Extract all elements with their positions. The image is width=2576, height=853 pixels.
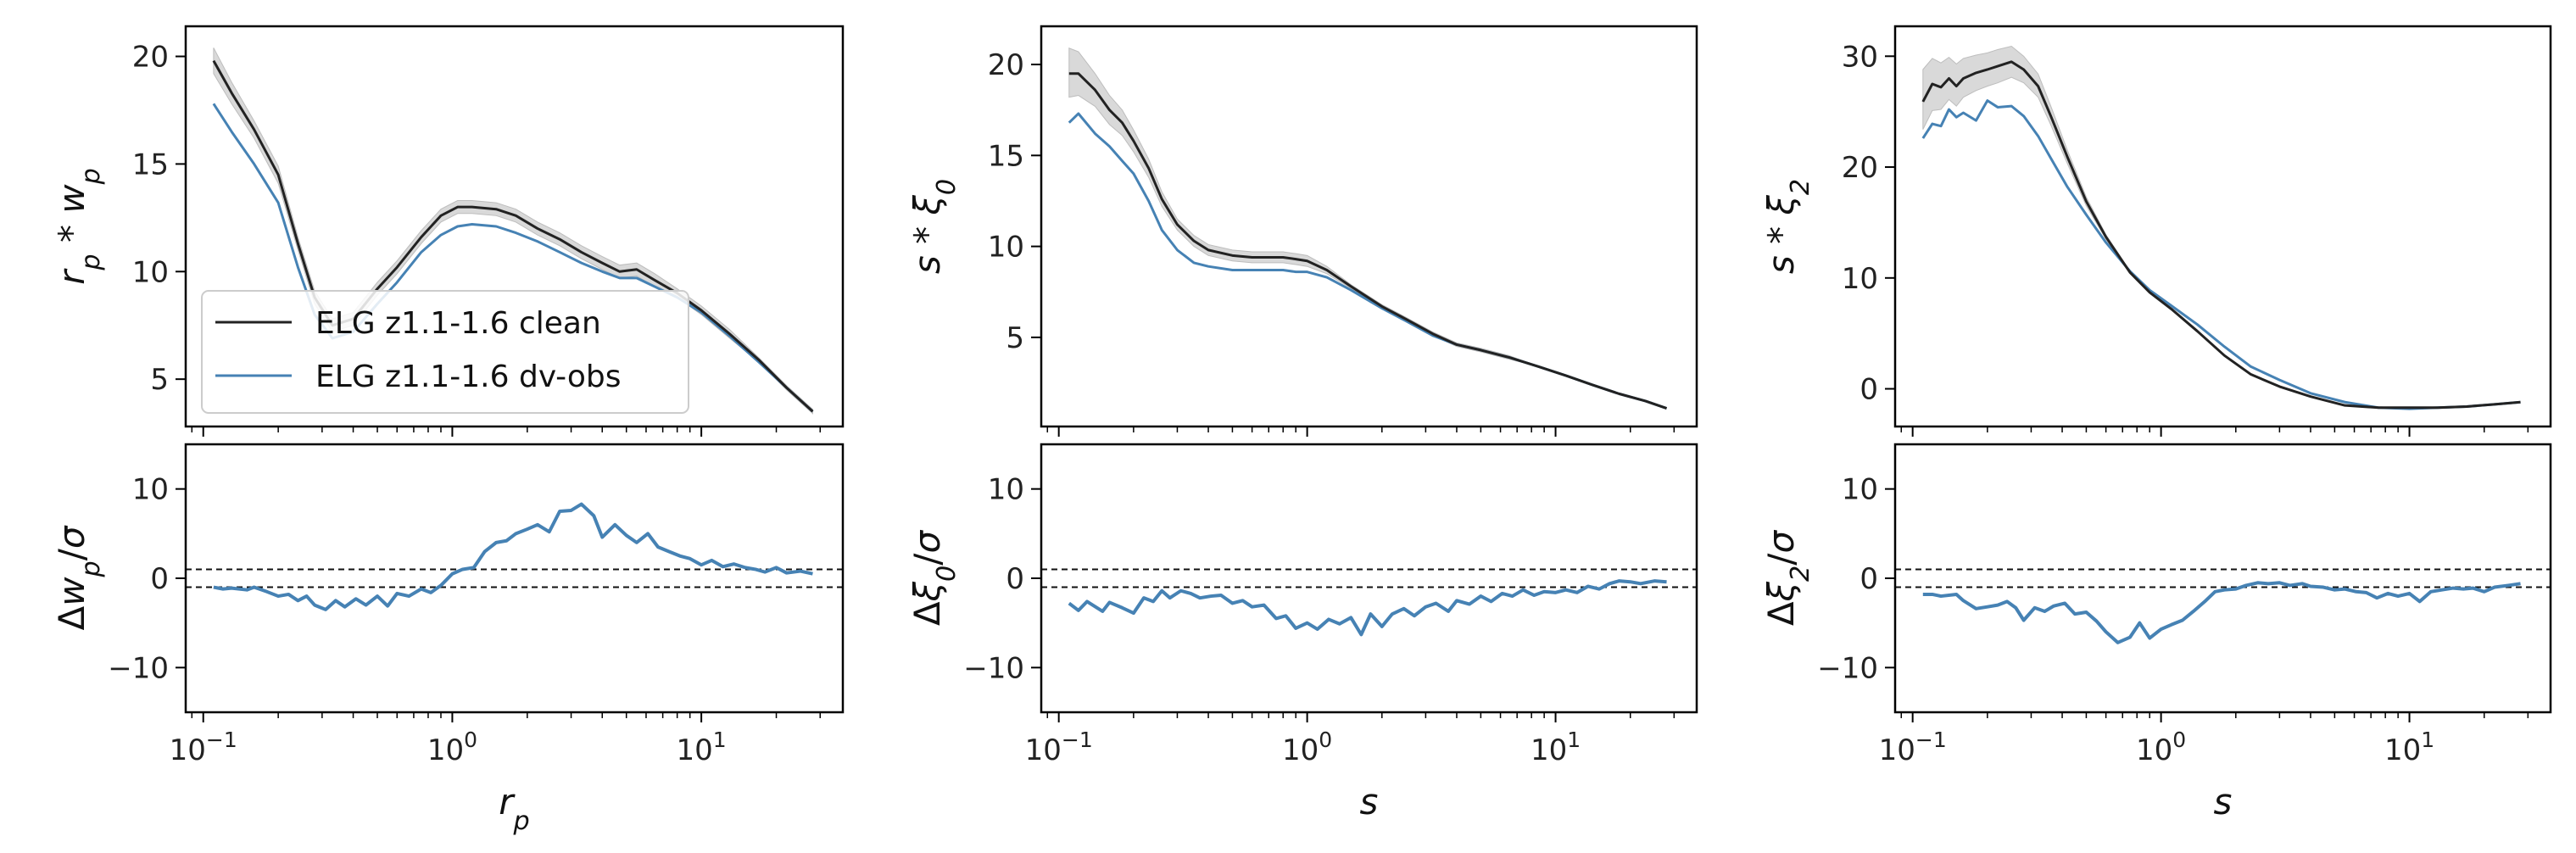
x-axis-label: rp xyxy=(499,781,529,836)
series-line xyxy=(1068,579,1667,637)
error-band xyxy=(1068,47,1667,410)
y-tick-label: 10 xyxy=(132,255,169,289)
axes-frame xyxy=(1040,25,1698,428)
x-tick-label: 10−1 xyxy=(170,728,237,767)
plot-area xyxy=(1041,568,1697,637)
panel-bottom-middle: −10 0 10 10−1 100 101 Δξ0/σ s xyxy=(906,443,1698,822)
y-tick-label: −10 xyxy=(1817,651,1878,685)
y-tick-label: 15 xyxy=(988,139,1024,173)
y-tick-label: 20 xyxy=(1842,151,1878,185)
y-tick-label: 10 xyxy=(1842,262,1878,296)
y-tick-label: 0 xyxy=(1860,373,1878,407)
panel-top-middle: 5 10 15 20 s * ξ0 xyxy=(906,25,1698,437)
y-axis-label: rp * wp xyxy=(51,168,106,285)
y-axis-label: Δξ0/σ xyxy=(906,530,962,627)
series-line xyxy=(213,502,813,611)
legend-entry: ELG z1.1-1.6 clean xyxy=(315,306,601,341)
y-axis-label: s * ξ2 xyxy=(1760,179,1815,274)
x-tick-label: 100 xyxy=(2136,728,2186,767)
x-axis-label: s xyxy=(1360,781,1379,822)
plot-area xyxy=(186,502,843,611)
legend-entry: ELG z1.1-1.6 dv-obs xyxy=(315,360,621,394)
y-tick-label: 5 xyxy=(150,363,169,397)
axes-frame xyxy=(184,443,845,714)
plot-area xyxy=(1068,47,1668,410)
y-tick-label: 30 xyxy=(1842,40,1878,74)
panel-top-right: 0 10 20 30 s * ξ2 xyxy=(1760,25,2552,437)
y-tick-label: 5 xyxy=(1006,321,1024,355)
y-axis-label: Δwp/σ xyxy=(51,525,106,630)
panel-bottom-left: −10 0 10 10−1 100 101 Δwp/σ rp xyxy=(51,443,845,836)
y-tick-label: 0 xyxy=(1006,562,1024,596)
y-tick-label: 20 xyxy=(988,48,1024,82)
legend-box xyxy=(201,290,689,414)
axes-frame xyxy=(1040,443,1698,714)
y-tick-label: −10 xyxy=(963,651,1024,685)
axes-frame xyxy=(1893,25,2552,428)
series-line xyxy=(1922,581,2521,644)
series-line xyxy=(1921,99,2521,410)
x-tick-label: 100 xyxy=(427,728,477,767)
y-axis-label: Δξ2/σ xyxy=(1760,530,1815,627)
x-tick-label: 101 xyxy=(677,728,727,767)
x-axis-label: s xyxy=(2214,781,2233,822)
y-tick-label: 10 xyxy=(988,473,1024,507)
y-tick-label: −10 xyxy=(108,651,169,685)
plot-area xyxy=(1895,568,2551,644)
series-line xyxy=(1068,72,1668,410)
axes-frame xyxy=(184,25,845,428)
x-tick-label: 10−1 xyxy=(1025,728,1093,767)
series-line xyxy=(1068,112,1668,410)
x-tick-label: 10−1 xyxy=(1879,728,1947,767)
y-tick-label: 10 xyxy=(988,231,1024,265)
error-band xyxy=(213,47,813,415)
y-tick-label: 0 xyxy=(150,562,169,596)
x-tick-label: 100 xyxy=(1282,728,1332,767)
x-tick-label: 101 xyxy=(2384,728,2434,767)
x-tick-label: 101 xyxy=(1531,728,1581,767)
plot-area xyxy=(1921,45,2521,410)
axes-frame xyxy=(1893,443,2552,714)
panel-bottom-right: −10 0 10 10−1 100 101 Δξ2/σ s xyxy=(1760,443,2552,822)
y-tick-label: 10 xyxy=(132,473,169,507)
y-tick-label: 15 xyxy=(132,148,169,181)
y-axis-label: s * ξ0 xyxy=(906,179,962,274)
y-tick-label: 0 xyxy=(1860,562,1878,596)
legend: ELG z1.1-1.6 clean ELG z1.1-1.6 dv-obs xyxy=(201,290,689,414)
y-tick-label: 10 xyxy=(1842,473,1878,507)
y-tick-label: 20 xyxy=(132,41,169,75)
series-line xyxy=(1921,60,2521,410)
